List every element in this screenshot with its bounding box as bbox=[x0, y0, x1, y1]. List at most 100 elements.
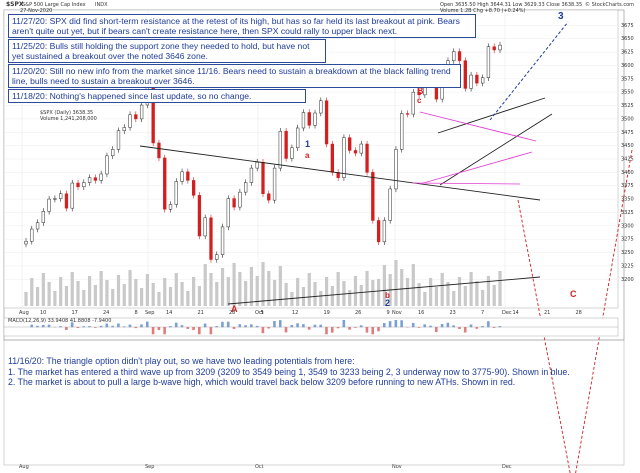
volume-bar-72 bbox=[440, 273, 444, 306]
pink-upper-line bbox=[419, 111, 537, 142]
x-minor-tick-4: 14 bbox=[166, 310, 172, 316]
macd-bar-71 bbox=[435, 327, 438, 333]
candle-body-45 bbox=[284, 130, 288, 159]
volume-bar-68 bbox=[417, 283, 421, 306]
x-minor-tick-13: 23 bbox=[450, 310, 456, 316]
candle-body-31 bbox=[203, 217, 207, 237]
volume-bar-82 bbox=[498, 271, 502, 306]
x-tick-bottom-Dec: Dec bbox=[502, 464, 512, 470]
volume-bar-27 bbox=[180, 282, 184, 306]
candle-body-34 bbox=[220, 226, 225, 255]
note-11-18: 11/18/20: Nothing's happened since last … bbox=[8, 89, 306, 103]
volume-bar-19 bbox=[134, 279, 138, 306]
candle-body-41 bbox=[261, 161, 265, 194]
candle-body-2 bbox=[35, 222, 40, 230]
chart-symbol: $SPX bbox=[6, 1, 24, 8]
candle-body-10 bbox=[82, 182, 86, 188]
volume-bar-17 bbox=[122, 284, 126, 306]
volume-bar-59 bbox=[365, 271, 369, 306]
candle-body-50 bbox=[313, 112, 317, 126]
macd-bar-58 bbox=[359, 325, 363, 328]
volume-bar-65 bbox=[400, 269, 404, 306]
note-11-20: 11/20/20: Still no new info from the mar… bbox=[8, 64, 461, 88]
volume-bar-81 bbox=[492, 285, 496, 306]
y-tick-3350: 3350 bbox=[621, 197, 634, 203]
x-minor-tick-7: 5 bbox=[261, 310, 264, 316]
volume-bar-41 bbox=[261, 262, 265, 306]
volume-bar-6 bbox=[59, 277, 63, 306]
volume-bar-29 bbox=[192, 277, 196, 306]
macd-bar-13 bbox=[99, 325, 103, 328]
candle-body-8 bbox=[70, 182, 74, 209]
volume-bar-60 bbox=[371, 280, 375, 306]
volume-bar-42 bbox=[267, 271, 271, 306]
volume-bar-24 bbox=[163, 278, 167, 306]
volume-bar-35 bbox=[226, 277, 230, 306]
macd-label: MACD(12,26,9) 33.9408 41.8808 -7.9400 bbox=[8, 318, 112, 324]
candle-body-58 bbox=[359, 143, 363, 154]
y-tick-3450: 3450 bbox=[621, 143, 634, 149]
macd-bar-35 bbox=[226, 321, 230, 328]
candle-body-19 bbox=[134, 114, 138, 120]
x-minor-tick-5: 21 bbox=[198, 310, 204, 316]
macd-bar-29 bbox=[192, 327, 195, 331]
x-tick-bottom-Oct: Oct bbox=[255, 464, 264, 470]
wave-label-red-C: C bbox=[570, 289, 577, 299]
volume-bar-44 bbox=[278, 266, 282, 306]
candle-body-43 bbox=[272, 167, 277, 201]
chart-exchange: INDX bbox=[95, 2, 108, 8]
candle-body-63 bbox=[388, 188, 392, 221]
macd-bar-75 bbox=[458, 327, 461, 329]
candle-body-24 bbox=[163, 157, 167, 210]
candle-body-76 bbox=[463, 60, 467, 89]
macd-bar-54 bbox=[336, 327, 340, 329]
candle-body-3 bbox=[41, 211, 45, 223]
y-tick-3425: 3425 bbox=[621, 157, 634, 163]
volume-bar-61 bbox=[377, 279, 381, 306]
volume-bar-26 bbox=[174, 273, 178, 306]
analysis-text: 11/16/20: The triangle option didn't pla… bbox=[8, 356, 628, 388]
macd-bar-53 bbox=[330, 327, 334, 333]
candle-body-75 bbox=[457, 51, 462, 61]
macd-bar-51 bbox=[319, 324, 323, 328]
macd-bar-47 bbox=[296, 323, 299, 328]
y-tick-3475: 3475 bbox=[621, 130, 634, 136]
y-tick-3500: 3500 bbox=[621, 116, 634, 122]
y-tick-3600: 3600 bbox=[621, 63, 634, 69]
macd-bar-24 bbox=[163, 327, 166, 335]
candle-body-77 bbox=[469, 74, 473, 89]
volume-bar-73 bbox=[446, 282, 450, 306]
candle-body-35 bbox=[226, 198, 230, 228]
x-minor-tick-17: 28 bbox=[576, 310, 582, 316]
macd-bar-56 bbox=[348, 327, 351, 330]
blue-projection bbox=[489, 21, 569, 121]
volume-bar-39 bbox=[249, 267, 254, 306]
macd-bar-30 bbox=[198, 327, 201, 335]
macd-bar-40 bbox=[255, 325, 259, 328]
macd-bar-42 bbox=[267, 327, 270, 329]
candle-body-49 bbox=[307, 112, 311, 126]
volume-bar-46 bbox=[290, 292, 294, 306]
x-minor-tick-1: 17 bbox=[72, 310, 78, 316]
volume-bar-58 bbox=[359, 285, 363, 306]
upper-black-channel bbox=[437, 97, 546, 134]
y-tick-3375: 3375 bbox=[621, 183, 634, 189]
macd-bar-4 bbox=[47, 324, 51, 328]
candle-body-36 bbox=[232, 198, 236, 208]
candle-body-26 bbox=[174, 181, 178, 205]
volume-bar-45 bbox=[284, 283, 288, 306]
candle-body-4 bbox=[47, 198, 51, 212]
candle-body-61 bbox=[376, 220, 381, 243]
trend-lines bbox=[139, 21, 633, 473]
macd-bar-48 bbox=[302, 324, 305, 328]
analysis-line-4: 2. The market is about to pull a large b… bbox=[8, 377, 516, 388]
volume-bar-37 bbox=[238, 272, 242, 306]
macd-bar-18 bbox=[128, 324, 132, 328]
pink-lower-line bbox=[419, 151, 533, 185]
macd-bar-63 bbox=[388, 321, 392, 328]
macd-bar-82 bbox=[498, 326, 502, 328]
volume-bar-40 bbox=[255, 276, 259, 306]
volume-bar-48 bbox=[301, 287, 306, 306]
macd-bar-60 bbox=[371, 327, 375, 335]
macd-bar-70 bbox=[429, 325, 432, 328]
